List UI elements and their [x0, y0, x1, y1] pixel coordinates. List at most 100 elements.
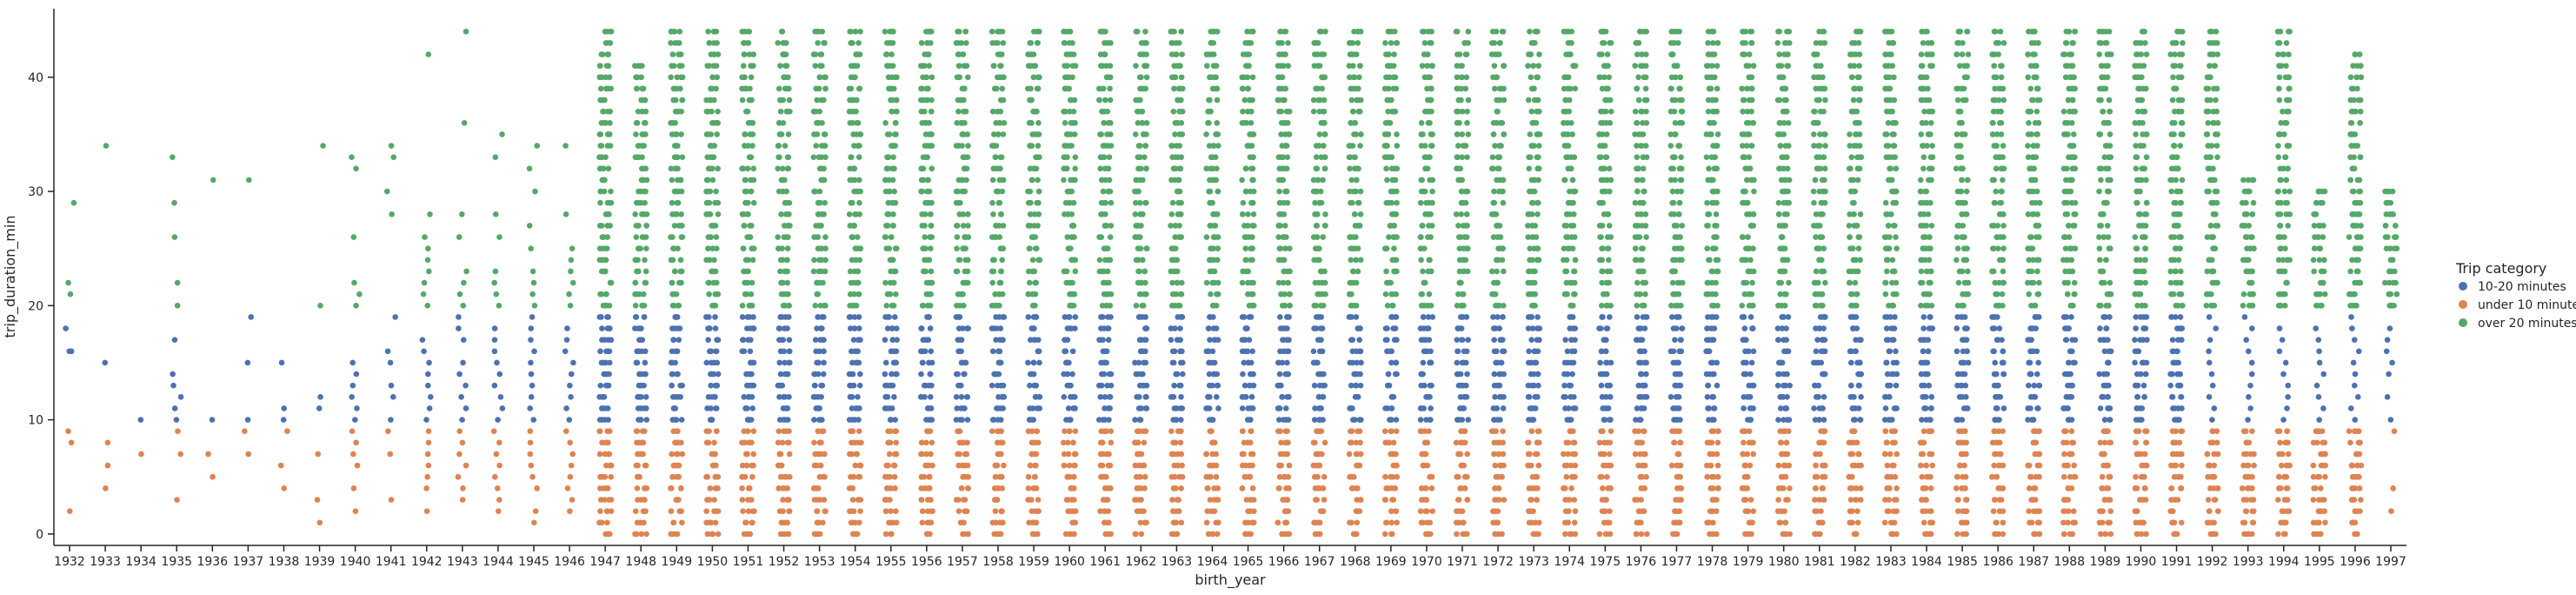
data-point — [2027, 473, 2034, 480]
data-point — [749, 131, 756, 137]
data-point — [491, 382, 498, 389]
data-point — [672, 359, 678, 366]
data-point — [813, 28, 820, 35]
data-point — [2133, 314, 2140, 320]
data-point — [709, 531, 715, 538]
data-point — [1209, 531, 1215, 538]
data-point — [388, 143, 395, 149]
data-point — [780, 97, 786, 104]
data-point — [888, 519, 895, 526]
data-point — [1783, 405, 1790, 411]
data-point — [776, 394, 782, 400]
data-point — [1025, 497, 1031, 503]
data-point — [954, 405, 960, 411]
data-point — [530, 417, 537, 423]
data-point — [886, 245, 893, 251]
data-point — [891, 462, 898, 469]
data-point — [596, 257, 603, 264]
data-point — [1525, 325, 1532, 331]
data-point — [1348, 439, 1355, 446]
data-point — [2317, 508, 2324, 514]
data-point — [1847, 394, 1854, 400]
data-point — [1461, 359, 1467, 366]
data-point — [1964, 325, 1970, 331]
data-point — [1029, 531, 1036, 538]
data-point — [1890, 359, 1897, 366]
data-point — [424, 473, 430, 480]
data-point — [782, 268, 789, 275]
data-point — [1423, 531, 1429, 538]
data-point — [2205, 519, 2212, 526]
data-point — [2214, 451, 2221, 458]
data-point — [1534, 451, 1541, 458]
data-point — [783, 234, 789, 240]
data-point — [1070, 405, 1076, 411]
data-point — [1498, 462, 1504, 469]
data-point — [1320, 394, 1327, 400]
data-point — [1927, 485, 1934, 491]
data-point — [1098, 359, 1104, 366]
data-point — [2239, 485, 2246, 491]
data-point — [634, 154, 641, 160]
data-point — [1286, 337, 1292, 344]
data-point — [2353, 508, 2360, 514]
data-point — [1673, 394, 1680, 400]
data-point — [676, 497, 682, 503]
data-point — [884, 325, 891, 331]
data-point — [1743, 359, 1749, 366]
data-point — [780, 303, 787, 309]
data-point — [601, 371, 608, 378]
data-point — [1134, 439, 1140, 446]
data-point — [1597, 473, 1604, 480]
data-point — [679, 382, 685, 389]
data-point — [2285, 382, 2292, 389]
data-point — [674, 428, 680, 435]
data-point — [2105, 519, 2112, 526]
data-point — [890, 143, 897, 149]
data-point — [2282, 531, 2288, 538]
data-point — [669, 451, 675, 458]
data-point — [918, 325, 924, 331]
data-point — [892, 428, 898, 435]
data-point — [848, 428, 854, 435]
data-point — [1999, 337, 2005, 344]
data-point — [2172, 531, 2179, 538]
data-point — [2134, 382, 2140, 389]
data-point — [2276, 485, 2282, 491]
data-point — [2100, 508, 2106, 514]
data-point — [780, 119, 787, 126]
data-point — [2249, 519, 2256, 526]
data-point — [990, 325, 997, 331]
data-point — [856, 85, 863, 92]
data-point — [1247, 417, 1254, 423]
data-point — [1493, 405, 1500, 411]
data-point — [1321, 473, 1328, 480]
data-point — [2205, 497, 2212, 503]
data-point — [995, 394, 1002, 400]
data-point — [1496, 382, 1503, 389]
data-point — [1239, 485, 1246, 491]
data-point — [1607, 508, 1613, 514]
data-point — [1962, 394, 1969, 400]
data-point — [2070, 508, 2077, 514]
data-point — [1205, 485, 1211, 491]
data-point — [2206, 394, 2213, 400]
data-point — [1240, 371, 1246, 378]
data-point — [953, 497, 960, 503]
data-point — [1711, 405, 1717, 411]
data-point — [780, 497, 786, 503]
data-point — [676, 63, 683, 69]
data-point — [786, 97, 793, 104]
data-point — [786, 497, 792, 503]
data-point — [1783, 325, 1789, 331]
data-point — [853, 451, 860, 458]
data-point — [927, 234, 934, 240]
data-point — [1528, 428, 1535, 435]
data-point — [744, 234, 750, 240]
data-point — [1852, 348, 1859, 355]
data-point — [786, 348, 793, 355]
data-point — [706, 314, 712, 320]
data-point — [1070, 473, 1077, 480]
data-point — [2026, 508, 2033, 514]
data-point — [2069, 337, 2075, 344]
